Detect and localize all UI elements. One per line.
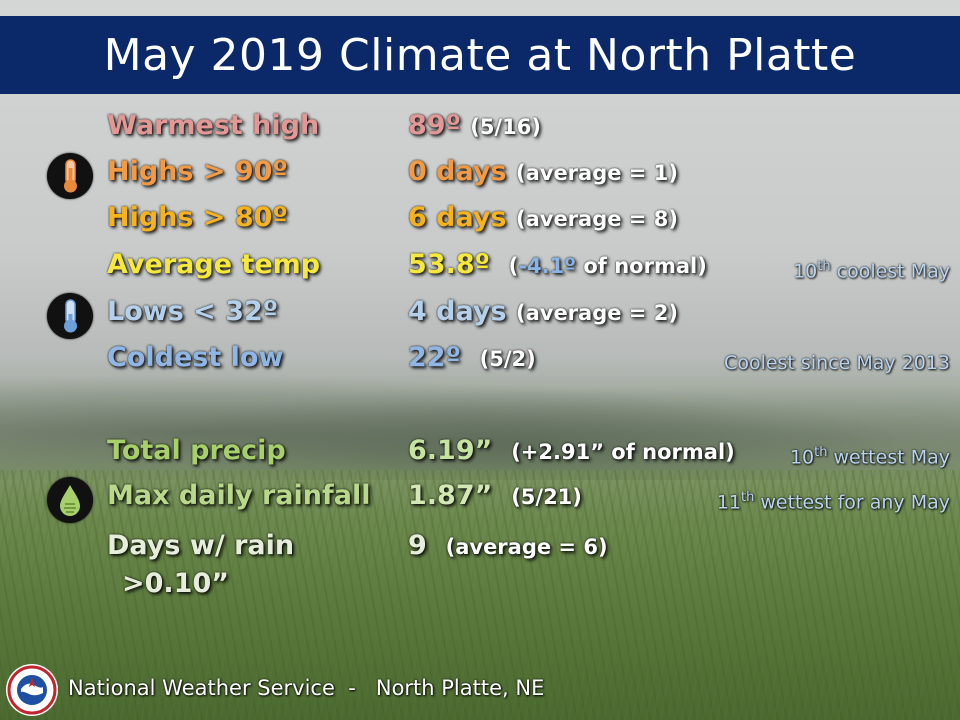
stat-label-line2: >0.10” xyxy=(122,568,229,599)
footer: National Weather Service - North Platte,… xyxy=(0,660,960,720)
stat-value: 1.87” (5/21) xyxy=(408,480,582,511)
stat-note: (5/2) xyxy=(479,347,536,371)
stat-note: (average = 6) xyxy=(445,535,608,559)
stat-row-coldest-low: Coldest low 22º (5/2) Coolest since May … xyxy=(0,342,960,388)
stat-note: (average = 8) xyxy=(515,207,678,231)
stat-note: (-4.1º of normal) xyxy=(508,254,707,278)
stat-label: Days w/ rain xyxy=(107,530,295,561)
stat-value: 9 (average = 6) xyxy=(408,530,608,561)
raindrop-icon xyxy=(47,477,93,523)
stat-row-lows-32: Lows < 32º 4 days (average = 2) xyxy=(0,296,960,342)
stat-value: 6 days (average = 8) xyxy=(408,202,678,233)
stat-label: Total precip xyxy=(107,435,286,466)
stat-label: Warmest high xyxy=(107,110,320,141)
stat-rank: Coolest since May 2013 xyxy=(724,352,950,374)
stat-value: 22º (5/2) xyxy=(408,342,536,373)
stat-value: 0 days (average = 1) xyxy=(408,156,678,187)
stat-note: (5/21) xyxy=(511,485,582,509)
stat-label: Lows < 32º xyxy=(107,296,278,327)
background-fog-trees xyxy=(0,360,960,480)
stat-label: Max daily rainfall xyxy=(107,480,371,511)
stat-rank: 10th wettest May xyxy=(789,445,950,469)
stat-value: 6.19” (+2.91” of normal) xyxy=(408,435,735,466)
stat-label: Highs > 90º xyxy=(107,156,288,187)
thermometer-warm-icon xyxy=(47,153,93,199)
stat-row-highs-90: Highs > 90º 0 days (average = 1) xyxy=(0,156,960,202)
stat-row-average-temp: Average temp 53.8º (-4.1º of normal) 10t… xyxy=(0,249,960,295)
background-grass xyxy=(0,470,960,720)
stat-note: (average = 1) xyxy=(515,161,678,185)
nws-logo-icon xyxy=(6,664,58,716)
stat-rank: 10th coolest May xyxy=(793,259,950,283)
stat-rank: 11th wettest for any May xyxy=(716,490,950,514)
stat-note: (average = 2) xyxy=(515,301,678,325)
stat-row-highs-80: Highs > 80º 6 days (average = 8) xyxy=(0,202,960,248)
stat-note: (5/16) xyxy=(470,115,541,139)
stat-value: 4 days (average = 2) xyxy=(408,296,678,327)
page-title: May 2019 Climate at North Platte xyxy=(103,29,857,81)
thermometer-cold-icon xyxy=(47,293,93,339)
stat-label: Highs > 80º xyxy=(107,202,288,233)
stat-label: Average temp xyxy=(107,249,321,280)
stat-note: (+2.91” of normal) xyxy=(511,440,735,464)
stat-row-max-daily-rainfall: Max daily rainfall 1.87” (5/21) 11th wet… xyxy=(0,480,960,526)
stat-value: 53.8º (-4.1º of normal) xyxy=(408,249,707,280)
stat-row-warmest-high: Warmest high 89º (5/16) xyxy=(0,110,960,156)
stat-label: Coldest low xyxy=(107,342,284,373)
stat-row-days-with-rain: Days w/ rain >0.10” 9 (average = 6) xyxy=(0,530,960,610)
title-bar: May 2019 Climate at North Platte xyxy=(0,16,960,94)
stat-row-total-precip: Total precip 6.19” (+2.91” of normal) 10… xyxy=(0,435,960,481)
stat-value: 89º (5/16) xyxy=(408,110,541,141)
footer-text: National Weather Service - North Platte,… xyxy=(68,676,545,700)
